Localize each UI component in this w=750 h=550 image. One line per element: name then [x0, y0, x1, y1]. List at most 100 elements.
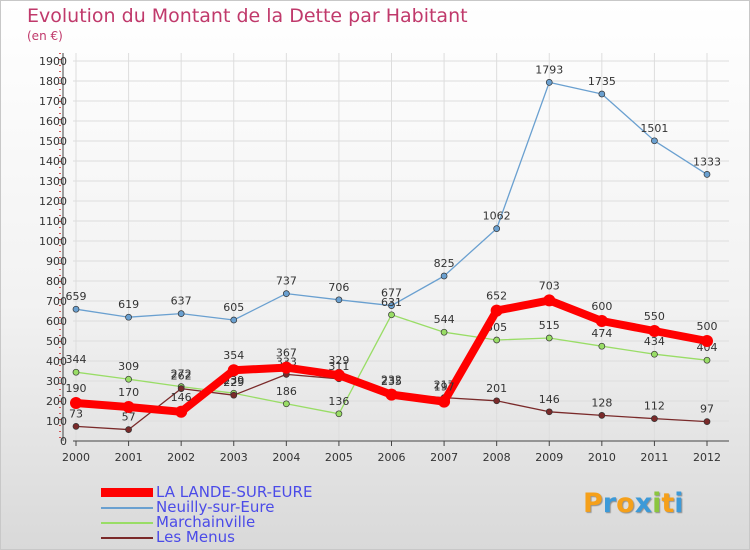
data-point-les-menus	[493, 397, 501, 405]
x-tick-label: 2003	[220, 451, 248, 464]
data-point-la-lande-sur-eure	[175, 405, 188, 418]
data-point-marchainville	[72, 368, 80, 376]
y-tick-label: 0	[60, 435, 67, 448]
logo-letter: t	[661, 488, 675, 519]
data-label-les-menus: 73	[69, 407, 83, 420]
chart-title: Evolution du Montant de la Dette par Hab…	[27, 5, 468, 27]
x-tick-label: 2004	[272, 451, 300, 464]
data-label-marchainville: 434	[644, 335, 665, 348]
legend-label: LA LANDE-SUR-EURE	[156, 483, 313, 501]
data-point-marchainville	[598, 342, 606, 350]
y-tick-label: 700	[46, 295, 67, 308]
legend-label: Marchainville	[156, 513, 256, 531]
data-label-les-menus: 201	[486, 382, 507, 395]
legend-swatch	[101, 507, 153, 509]
data-label-neuilly-sur-eure: 1333	[693, 155, 721, 168]
legend-swatch	[101, 537, 153, 539]
data-point-neuilly-sur-eure	[177, 310, 185, 317]
data-point-la-lande-sur-eure	[701, 335, 713, 347]
legend-label: Neuilly-sur-Eure	[156, 498, 275, 516]
data-point-la-lande-sur-eure	[385, 388, 398, 401]
y-tick-label: 1000	[39, 235, 67, 248]
data-label-la-lande-sur-eure: 170	[118, 386, 139, 399]
data-label-marchainville: 544	[434, 313, 455, 326]
data-label-marchainville: 474	[591, 327, 612, 340]
data-label-les-menus: 311	[328, 360, 349, 373]
data-point-neuilly-sur-eure	[703, 171, 711, 178]
data-point-neuilly-sur-eure	[545, 79, 553, 86]
data-label-la-lande-sur-eure: 146	[171, 391, 192, 404]
data-point-la-lande-sur-eure	[595, 315, 608, 327]
legend-swatch	[101, 522, 153, 524]
data-label-la-lande-sur-eure: 703	[539, 279, 560, 292]
data-label-neuilly-sur-eure: 619	[118, 298, 139, 311]
x-tick-label: 2006	[378, 451, 406, 464]
logo-letter: x	[634, 488, 653, 519]
data-point-neuilly-sur-eure	[72, 305, 80, 313]
data-label-neuilly-sur-eure: 825	[434, 257, 455, 270]
data-point-neuilly-sur-eure	[493, 225, 501, 232]
data-point-la-lande-sur-eure	[332, 369, 345, 382]
data-point-marchainville	[493, 336, 501, 344]
data-point-les-menus	[598, 412, 606, 419]
y-tick-label: 400	[46, 355, 67, 368]
data-point-la-lande-sur-eure	[543, 294, 556, 307]
data-point-les-menus	[230, 391, 238, 399]
legend-label: Les Menus	[156, 528, 235, 546]
x-tick-label: 2001	[115, 451, 143, 464]
x-tick-label: 2005	[325, 451, 353, 464]
x-tick-label: 2011	[640, 451, 668, 464]
y-tick-label: 200	[46, 395, 67, 408]
logo-letter: r	[602, 488, 617, 519]
data-point-la-lande-sur-eure	[122, 401, 135, 413]
data-point-la-lande-sur-eure	[280, 361, 293, 374]
data-label-marchainville: 136	[328, 395, 349, 408]
data-point-marchainville	[282, 400, 290, 408]
chart-unit-label: (en €)	[27, 29, 63, 43]
data-label-marchainville: 272	[171, 368, 192, 381]
data-point-les-menus	[703, 418, 711, 425]
data-label-la-lande-sur-eure: 329	[328, 354, 349, 367]
data-label-neuilly-sur-eure: 605	[223, 301, 244, 314]
x-tick-label: 2007	[430, 451, 458, 464]
data-point-la-lande-sur-eure	[70, 397, 82, 409]
data-label-la-lande-sur-eure: 190	[66, 382, 87, 395]
y-tick-label: 1500	[39, 135, 67, 148]
data-point-marchainville	[545, 334, 553, 342]
data-label-les-menus: 262	[171, 370, 192, 383]
data-point-les-menus	[125, 426, 132, 433]
data-label-la-lande-sur-eure: 232	[381, 374, 402, 387]
y-tick-label: 1600	[39, 115, 67, 128]
data-point-marchainville	[440, 328, 448, 336]
data-point-marchainville	[651, 350, 658, 358]
y-tick-label: 1800	[39, 75, 67, 88]
data-label-marchainville: 404	[697, 341, 718, 354]
data-point-neuilly-sur-eure	[440, 272, 448, 280]
data-label-les-menus: 97	[700, 403, 714, 416]
data-point-neuilly-sur-eure	[125, 313, 132, 321]
data-point-marchainville	[388, 311, 395, 319]
data-label-marchainville: 344	[66, 353, 87, 366]
data-label-neuilly-sur-eure: 1735	[588, 75, 616, 88]
data-label-marchainville: 631	[381, 296, 402, 309]
y-tick-label: 1900	[39, 55, 67, 68]
data-point-marchainville	[703, 356, 711, 364]
x-tick-label: 2000	[62, 451, 90, 464]
data-point-la-lande-sur-eure	[227, 364, 240, 377]
x-tick-label: 2009	[535, 451, 563, 464]
y-tick-label: 100	[46, 415, 67, 428]
data-label-les-menus: 146	[539, 393, 560, 406]
data-point-marchainville	[125, 375, 132, 383]
data-label-la-lande-sur-eure: 500	[697, 320, 718, 333]
data-point-les-menus	[72, 423, 80, 430]
data-point-neuilly-sur-eure	[335, 296, 343, 304]
y-tick-label: 1200	[39, 195, 67, 208]
data-label-la-lande-sur-eure: 652	[486, 290, 507, 303]
data-label-neuilly-sur-eure: 706	[328, 281, 349, 294]
y-tick-label: 900	[46, 255, 67, 268]
x-tick-label: 2008	[483, 451, 511, 464]
logo-letter: i	[652, 488, 662, 519]
data-label-neuilly-sur-eure: 1062	[483, 210, 511, 223]
